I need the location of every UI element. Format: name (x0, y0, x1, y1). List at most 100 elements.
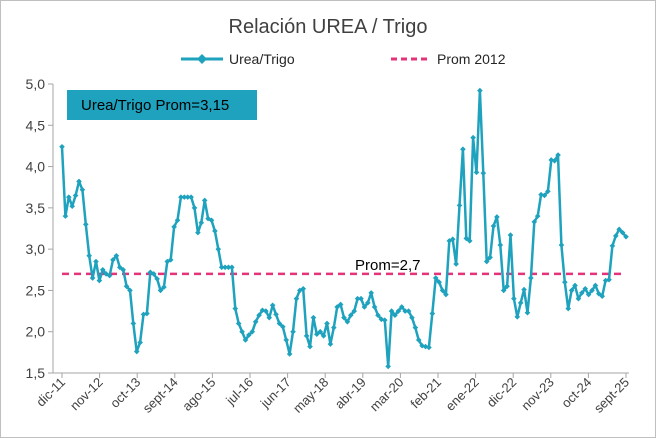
data-point (344, 319, 351, 325)
y-tick-label: 4,0 (26, 159, 46, 175)
data-point (157, 287, 164, 294)
data-point (596, 290, 602, 297)
data-point (589, 287, 595, 294)
urea-trigo-series-line (60, 89, 627, 368)
data-point (528, 275, 534, 281)
prom-annotation: Prom=2,7 (355, 257, 420, 274)
data-point (62, 213, 69, 219)
y-tick-label: 3,0 (26, 241, 46, 257)
data-point (534, 213, 541, 219)
data-point (368, 290, 374, 296)
data-point (320, 333, 327, 339)
data-point (477, 87, 483, 94)
data-point (198, 219, 205, 226)
data-point (568, 287, 575, 294)
data-point (483, 258, 490, 265)
data-point (521, 286, 527, 293)
data-point (286, 351, 293, 357)
data-point (460, 146, 466, 153)
x-tick-label: abr-19 (332, 375, 369, 412)
data-point (619, 229, 626, 236)
data-point (375, 312, 381, 318)
data-point (480, 170, 487, 176)
data-point (140, 311, 147, 318)
data-point (127, 287, 133, 294)
data-point (514, 314, 521, 320)
data-point (276, 320, 283, 327)
data-point (592, 282, 599, 289)
x-tick-label: jun-17 (257, 375, 294, 412)
data-point (242, 337, 249, 343)
data-point (76, 178, 82, 185)
data-point (504, 283, 510, 290)
data-point (347, 312, 354, 318)
data-point (69, 203, 75, 210)
average-box-label: Urea/Trigo Prom=3,15 (81, 97, 229, 114)
data-point (531, 219, 538, 225)
data-point (79, 186, 86, 193)
data-point (110, 257, 116, 263)
data-point (232, 305, 239, 312)
data-point (314, 331, 320, 337)
data-point (470, 134, 476, 141)
x-tick-label: nov-23 (518, 375, 557, 414)
data-point (93, 258, 99, 265)
data-point (432, 275, 439, 281)
data-point (188, 194, 194, 200)
data-point (381, 317, 388, 323)
legend: Urea/Trigo Prom 2012 (181, 51, 506, 67)
average-box-background (67, 90, 257, 120)
data-point (354, 295, 361, 302)
data-point (443, 291, 449, 298)
data-point (72, 192, 79, 199)
data-point (385, 363, 391, 370)
data-point (613, 233, 619, 239)
data-point (133, 348, 140, 355)
data-point (364, 300, 371, 306)
data-point (147, 269, 154, 276)
data-point (436, 279, 442, 285)
data-point (327, 341, 334, 347)
data-point (606, 276, 612, 283)
x-tick-label: mar-20 (367, 375, 407, 415)
legend-urea-trigo-label: Urea/Trigo (229, 51, 295, 67)
data-point (449, 236, 456, 243)
data-point (494, 214, 500, 220)
x-tick-label: ago-15 (179, 375, 218, 414)
data-point (334, 304, 341, 310)
y-tick-label: 2,5 (26, 282, 46, 298)
data-point (395, 308, 402, 314)
data-point (545, 188, 551, 195)
data-point (331, 324, 337, 331)
data-point (208, 217, 215, 224)
data-point (487, 254, 493, 261)
data-point (222, 264, 228, 271)
data-point (150, 271, 157, 277)
x-tick-label: sept-25 (591, 375, 632, 416)
data-point (405, 308, 412, 314)
data-point (303, 333, 310, 339)
data-point (130, 320, 137, 327)
average-box: Urea/Trigo Prom=3,15 (67, 90, 257, 120)
data-point (225, 264, 232, 271)
data-point (453, 261, 459, 267)
data-point (337, 301, 344, 308)
data-point (273, 311, 279, 318)
x-tick-label: feb-21 (407, 375, 444, 412)
data-point (398, 304, 405, 310)
data-point (429, 310, 436, 317)
data-point (300, 285, 307, 292)
data-point (191, 205, 198, 211)
data-point (575, 295, 582, 302)
data-point (246, 332, 252, 338)
data-point (184, 194, 191, 200)
data-point (609, 243, 616, 249)
data-point (500, 287, 507, 294)
data-point (82, 221, 89, 228)
data-point (99, 266, 106, 273)
data-point (103, 271, 109, 277)
data-point (229, 264, 235, 271)
data-point (239, 328, 245, 335)
